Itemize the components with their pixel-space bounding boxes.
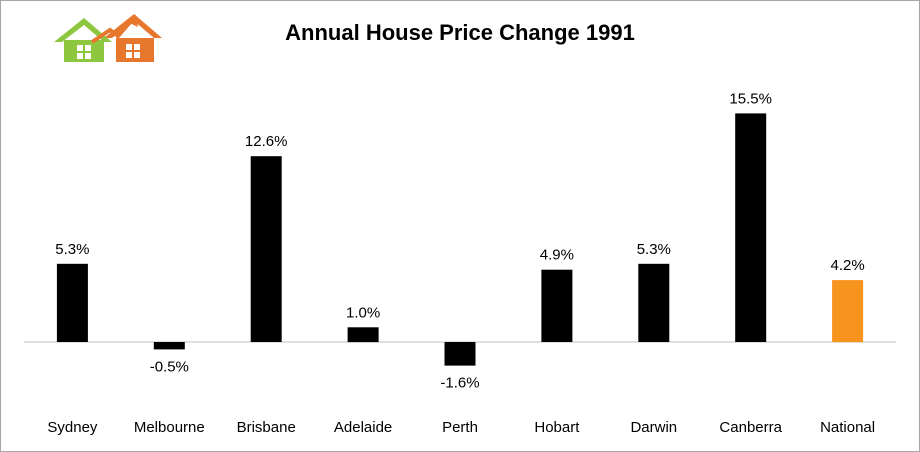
bar-national: [832, 280, 864, 343]
category-label-hobart: Hobart: [534, 419, 580, 436]
category-label-sydney: Sydney: [47, 419, 98, 436]
bar-melbourne: [153, 342, 185, 350]
bar-darwin: [638, 263, 670, 342]
bar-sydney: [56, 263, 88, 342]
bar-canberra: [735, 113, 767, 343]
data-label-brisbane: 12.6%: [245, 133, 288, 150]
chart-title: Annual House Price Change 1991: [285, 20, 635, 45]
bar-adelaide: [347, 327, 379, 343]
category-label-brisbane: Brisbane: [237, 419, 296, 436]
category-label-perth: Perth: [442, 419, 478, 436]
data-label-hobart: 4.9%: [540, 247, 574, 264]
category-label-national: National: [820, 419, 875, 436]
data-label-sydney: 5.3%: [55, 241, 89, 258]
category-label-adelaide: Adelaide: [334, 419, 392, 436]
house-growth-logo-icon: [54, 14, 162, 62]
data-label-national: 4.2%: [830, 257, 864, 274]
bar-perth: [444, 342, 476, 366]
data-label-perth: -1.6%: [440, 375, 479, 392]
data-label-adelaide: 1.0%: [346, 304, 380, 321]
category-label-canberra: Canberra: [719, 419, 782, 436]
data-label-darwin: 5.3%: [637, 241, 671, 258]
category-label-melbourne: Melbourne: [134, 419, 205, 436]
category-label-darwin: Darwin: [630, 419, 677, 436]
bar-brisbane: [250, 156, 282, 342]
data-label-melbourne: -0.5%: [150, 358, 189, 375]
data-label-canberra: 15.5%: [729, 90, 772, 107]
bar-hobart: [541, 269, 573, 342]
